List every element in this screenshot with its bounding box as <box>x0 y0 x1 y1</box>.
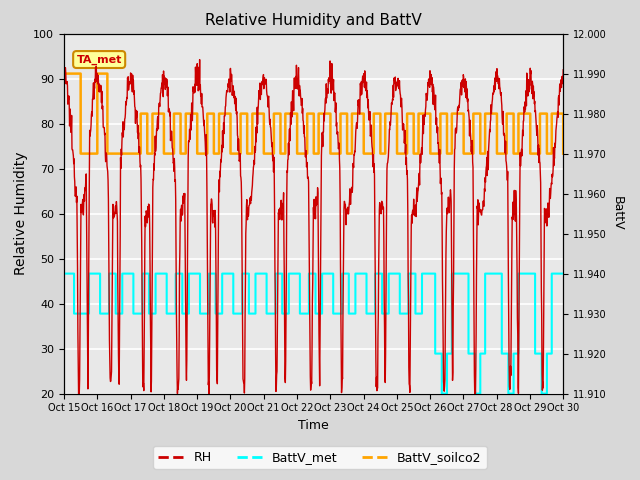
Legend: RH, BattV_met, BattV_soilco2: RH, BattV_met, BattV_soilco2 <box>154 446 486 469</box>
Text: TA_met: TA_met <box>77 54 122 65</box>
Y-axis label: Relative Humidity: Relative Humidity <box>13 152 28 276</box>
Title: Relative Humidity and BattV: Relative Humidity and BattV <box>205 13 422 28</box>
X-axis label: Time: Time <box>298 419 329 432</box>
Y-axis label: BattV: BattV <box>611 196 623 231</box>
